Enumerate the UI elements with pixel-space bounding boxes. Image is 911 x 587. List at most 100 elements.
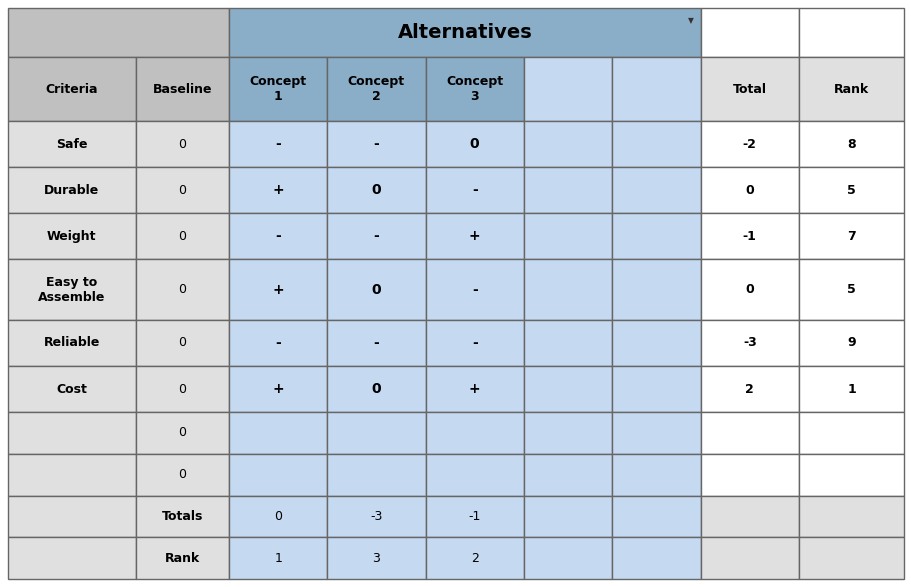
Text: -3: -3 (370, 510, 383, 523)
Bar (798, 537, 903, 579)
Bar (136, 213, 229, 259)
Text: -: - (275, 230, 281, 244)
Bar (8, 121, 136, 167)
Text: Alternatives: Alternatives (397, 23, 532, 42)
Text: 0: 0 (179, 468, 186, 481)
Bar (425, 259, 523, 320)
Bar (327, 495, 425, 537)
Text: -1: -1 (468, 510, 480, 523)
Bar (523, 121, 611, 167)
Bar (611, 213, 700, 259)
Bar (611, 58, 700, 121)
Text: 0: 0 (371, 382, 381, 396)
Bar (136, 121, 229, 167)
Bar (229, 58, 327, 121)
Bar (700, 8, 798, 58)
Bar (611, 495, 700, 537)
Bar (425, 121, 523, 167)
Bar (327, 121, 425, 167)
Bar (700, 58, 798, 121)
Bar (136, 412, 229, 454)
Bar (136, 366, 229, 412)
Text: Cost: Cost (56, 383, 87, 396)
Bar (327, 58, 425, 121)
Text: Concept
2: Concept 2 (347, 75, 404, 103)
Bar (523, 213, 611, 259)
Bar (611, 259, 700, 320)
Bar (798, 366, 903, 412)
Bar (8, 213, 136, 259)
Bar (425, 320, 523, 366)
Text: 0: 0 (179, 283, 186, 296)
Text: Rank: Rank (165, 552, 200, 565)
Text: Weight: Weight (47, 230, 97, 243)
Bar (425, 213, 523, 259)
Bar (798, 213, 903, 259)
Text: 0: 0 (179, 427, 186, 440)
Bar (700, 121, 798, 167)
Bar (136, 537, 229, 579)
Bar (425, 495, 523, 537)
Text: -: - (275, 137, 281, 151)
Bar (8, 366, 136, 412)
Bar (700, 213, 798, 259)
Bar (327, 167, 425, 213)
Bar (229, 412, 327, 454)
Text: 0: 0 (179, 184, 186, 197)
Bar (327, 366, 425, 412)
Bar (327, 259, 425, 320)
Bar (700, 167, 798, 213)
Text: 0: 0 (179, 383, 186, 396)
Text: 0: 0 (371, 283, 381, 296)
Text: 1: 1 (846, 383, 855, 396)
Bar (8, 8, 229, 58)
Text: ▼: ▼ (687, 16, 692, 25)
Text: -: - (374, 336, 379, 350)
Bar (8, 259, 136, 320)
Text: +: + (272, 283, 283, 296)
Text: 0: 0 (744, 283, 753, 296)
Text: +: + (468, 382, 480, 396)
Bar (327, 537, 425, 579)
Text: Concept
1: Concept 1 (250, 75, 306, 103)
Bar (523, 537, 611, 579)
Text: 0: 0 (179, 138, 186, 151)
Text: 9: 9 (846, 336, 855, 349)
Bar (425, 58, 523, 121)
Text: +: + (468, 230, 480, 244)
Bar (700, 320, 798, 366)
Text: 5: 5 (846, 283, 855, 296)
Bar (700, 259, 798, 320)
Bar (700, 495, 798, 537)
Text: 2: 2 (744, 383, 753, 396)
Text: 3: 3 (372, 552, 380, 565)
Bar (8, 58, 136, 121)
Bar (523, 454, 611, 495)
Bar (611, 366, 700, 412)
Bar (798, 121, 903, 167)
Text: -: - (471, 183, 477, 197)
Bar (798, 320, 903, 366)
Bar (229, 213, 327, 259)
Bar (700, 454, 798, 495)
Text: Concept
3: Concept 3 (445, 75, 503, 103)
Bar (611, 320, 700, 366)
Bar (611, 167, 700, 213)
Text: -2: -2 (742, 138, 756, 151)
Text: -: - (471, 336, 477, 350)
Text: 8: 8 (846, 138, 855, 151)
Bar (229, 167, 327, 213)
Bar (136, 167, 229, 213)
Text: Rank: Rank (833, 83, 868, 96)
Bar (798, 167, 903, 213)
Bar (229, 320, 327, 366)
Bar (700, 366, 798, 412)
Text: 0: 0 (179, 336, 186, 349)
Text: Total: Total (732, 83, 766, 96)
Bar (700, 537, 798, 579)
Text: +: + (272, 382, 283, 396)
Bar (798, 259, 903, 320)
Bar (523, 58, 611, 121)
Bar (327, 213, 425, 259)
Bar (229, 366, 327, 412)
